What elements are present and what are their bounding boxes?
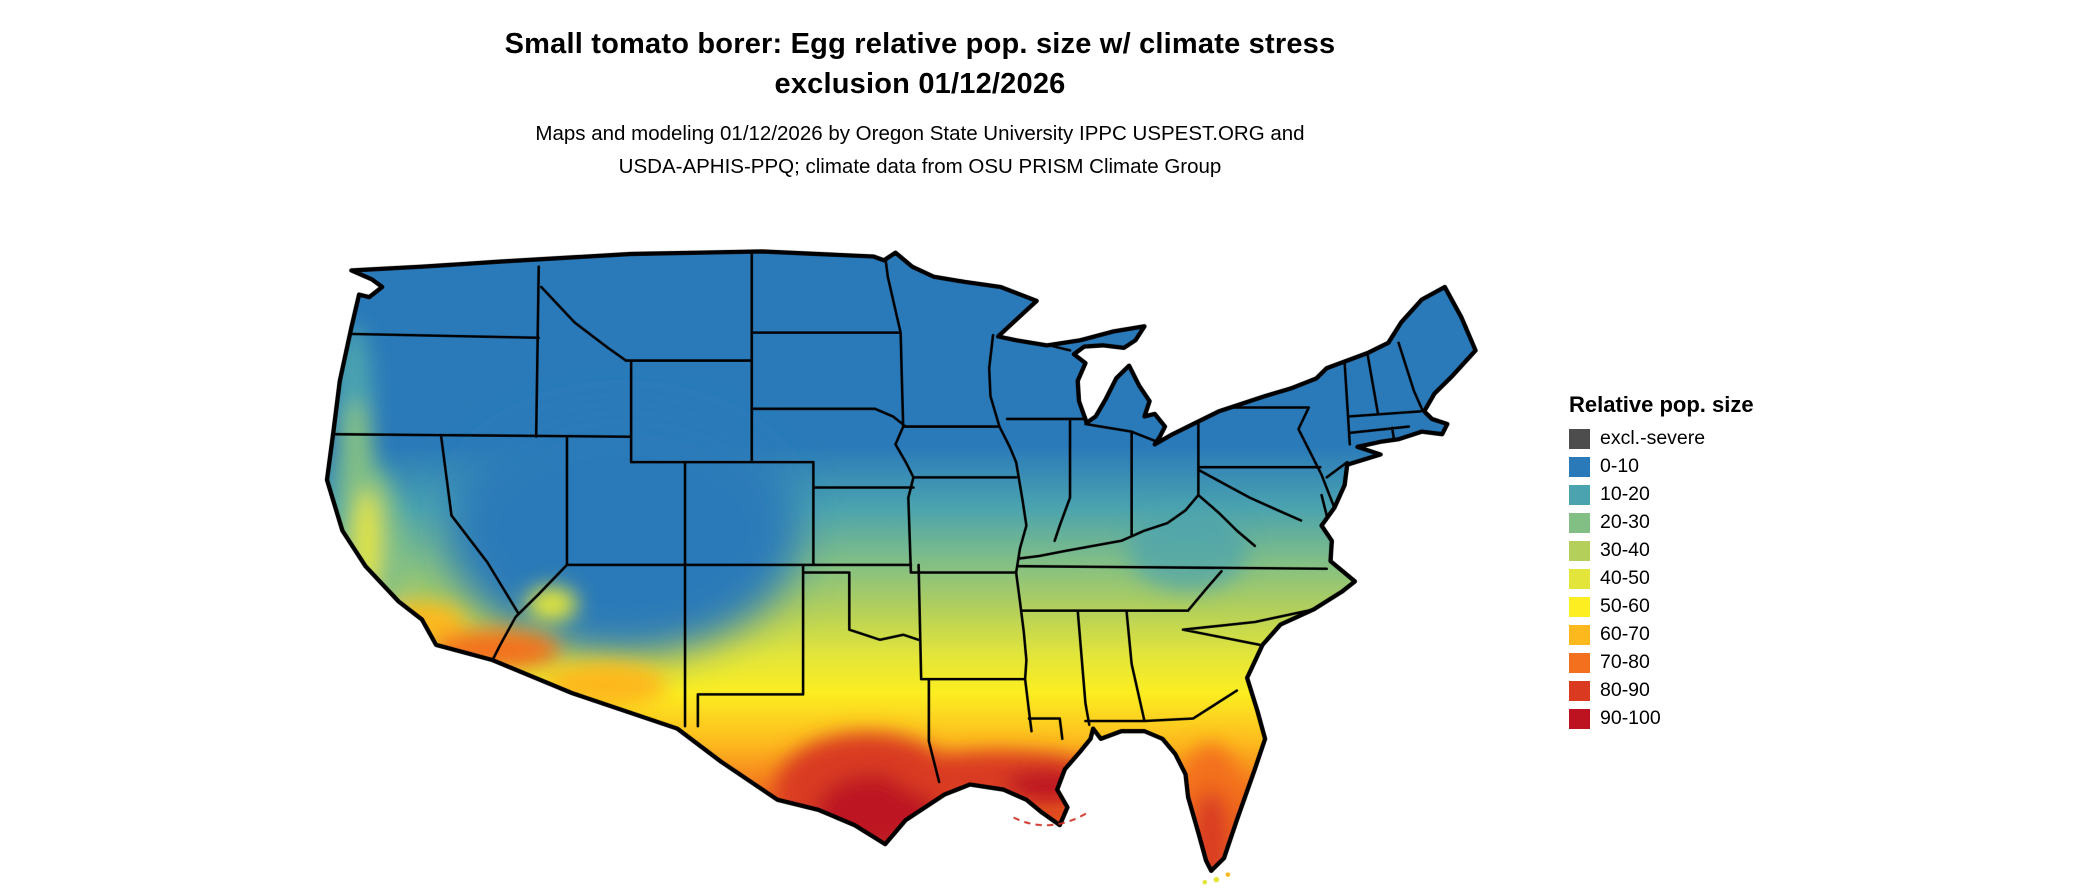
legend-item-label: 60-70 xyxy=(1600,623,1650,645)
us-map-svg xyxy=(324,249,1478,885)
legend-item: 20-30 xyxy=(1569,511,1754,534)
legend-swatch xyxy=(1569,680,1590,701)
legend-item-label: 40-50 xyxy=(1600,567,1650,589)
legend-item: 50-60 xyxy=(1569,595,1754,618)
legend-item: 60-70 xyxy=(1569,623,1754,646)
legend-item: 30-40 xyxy=(1569,539,1754,562)
map-legend: Relative pop. size excl.-severe 0-10 10-… xyxy=(1569,392,1754,735)
legend-swatch xyxy=(1569,484,1590,505)
us-choropleth-map xyxy=(300,226,1532,886)
figure-subtitle: Maps and modeling 01/12/2026 by Oregon S… xyxy=(0,118,1840,184)
florida-keys-dot xyxy=(1225,872,1231,877)
us-outline-path xyxy=(324,249,1478,873)
figure-title-line1: Small tomato borer: Egg relative pop. si… xyxy=(504,28,1336,60)
title-block: Small tomato borer: Egg relative pop. si… xyxy=(0,24,1840,184)
central-valley-region xyxy=(353,490,380,597)
southern-arizona-region xyxy=(543,662,668,709)
legend-item-label: 80-90 xyxy=(1600,679,1650,701)
appalachia-region xyxy=(1129,510,1248,592)
florida-keys-dot xyxy=(1202,879,1208,885)
legend-item: 70-80 xyxy=(1569,651,1754,674)
figure-title-line2: exclusion 01/12/2026 xyxy=(774,68,1066,101)
legend-item-label: 10-20 xyxy=(1600,483,1650,505)
legend-swatch xyxy=(1569,540,1590,561)
legend-item-label: excl.-severe xyxy=(1600,427,1706,449)
legend-item-label: 70-80 xyxy=(1600,651,1650,673)
legend-item-label: 0-10 xyxy=(1600,455,1640,477)
legend-item-label: 90-100 xyxy=(1600,707,1661,729)
map-raster-fill xyxy=(326,251,1476,871)
legend-item: 40-50 xyxy=(1569,567,1754,590)
state-borders-path xyxy=(329,252,1425,784)
legend-swatch xyxy=(1569,596,1590,617)
legend-title: Relative pop. size xyxy=(1569,392,1754,417)
legend-item-label: 20-30 xyxy=(1600,511,1650,533)
legend-swatch xyxy=(1569,512,1590,533)
figure-subtitle-line1: Maps and modeling 01/12/2026 by Oregon S… xyxy=(535,122,1305,146)
florida-keys-dots xyxy=(1202,872,1231,885)
offshore-boundary-dashed-line xyxy=(1013,811,1089,827)
legend-item: 90-100 xyxy=(1569,707,1754,730)
legend-item-label: 50-60 xyxy=(1600,595,1650,617)
mississippi-delta-region xyxy=(1005,769,1088,805)
legend-swatch xyxy=(1569,652,1590,673)
legend-item: excl.-severe xyxy=(1569,427,1754,450)
legend-item: 0-10 xyxy=(1569,455,1754,478)
legend-swatch xyxy=(1569,428,1590,449)
figure-subtitle-line2: USDA-APHIS-PPQ; climate data from OSU PR… xyxy=(618,154,1222,178)
legend-item: 80-90 xyxy=(1569,679,1754,702)
legend-item: 10-20 xyxy=(1569,483,1754,506)
figure-title: Small tomato borer: Egg relative pop. si… xyxy=(0,24,1840,104)
legend-swatch xyxy=(1569,568,1590,589)
legend-swatch xyxy=(1569,624,1590,645)
florida-keys-dot xyxy=(1213,876,1220,883)
legend-item-label: 30-40 xyxy=(1600,539,1650,561)
legend-swatch xyxy=(1569,708,1590,729)
interior-west-blue-region xyxy=(446,406,801,655)
southern-nevada-region xyxy=(525,586,578,622)
legend-swatch xyxy=(1569,456,1590,477)
